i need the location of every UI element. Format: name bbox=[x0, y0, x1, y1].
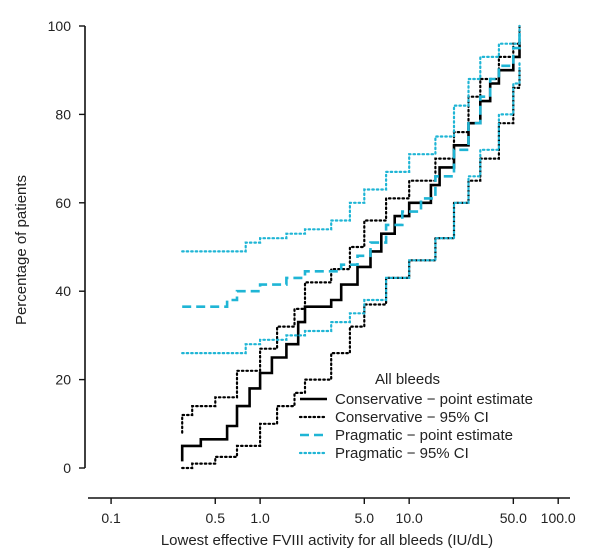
legend-label: Conservative − point estimate bbox=[335, 391, 533, 408]
y-tick-label: 60 bbox=[55, 195, 71, 211]
x-tick-label: 10.0 bbox=[396, 510, 423, 526]
x-tick-label: 50.0 bbox=[500, 510, 527, 526]
y-tick-label: 20 bbox=[55, 372, 71, 388]
x-tick-label: 1.0 bbox=[250, 510, 270, 526]
legend-label: Pragmatic − point estimate bbox=[335, 427, 513, 444]
conservative-ci-upper-line bbox=[181, 24, 521, 434]
axes bbox=[84, 26, 570, 499]
y-axis-title: Percentage of patients bbox=[13, 175, 30, 325]
y-tick-label: 40 bbox=[55, 283, 71, 299]
y-tick-label: 0 bbox=[63, 460, 71, 476]
pragmatic-ci-lower-line bbox=[181, 60, 521, 355]
y-tick-label: 80 bbox=[55, 106, 71, 122]
x-tick-label: 5.0 bbox=[355, 510, 375, 526]
pragmatic-ci-upper-line bbox=[181, 24, 521, 253]
pragmatic-point-line bbox=[182, 30, 521, 308]
series-layer bbox=[180, 24, 521, 470]
x-ticks: 0.1 0.5 1.0 5.0 10.0 50.0 100.0 bbox=[101, 498, 576, 526]
y-tick-label: 100 bbox=[48, 18, 72, 34]
x-tick-label: 0.5 bbox=[206, 510, 226, 526]
legend-label: Pragmatic − 95% CI bbox=[335, 445, 469, 462]
y-ticks: 0 20 40 60 80 100 bbox=[48, 18, 85, 476]
x-tick-label: 0.1 bbox=[101, 510, 121, 526]
legend-title: All bleeds bbox=[375, 371, 440, 388]
legend: All bleeds Conservative − point estimate… bbox=[298, 371, 533, 462]
legend-label: Conservative − 95% CI bbox=[335, 409, 489, 426]
x-tick-label: 100.0 bbox=[541, 510, 576, 526]
x-axis-title: Lowest effective FVIII activity for all … bbox=[161, 532, 493, 549]
